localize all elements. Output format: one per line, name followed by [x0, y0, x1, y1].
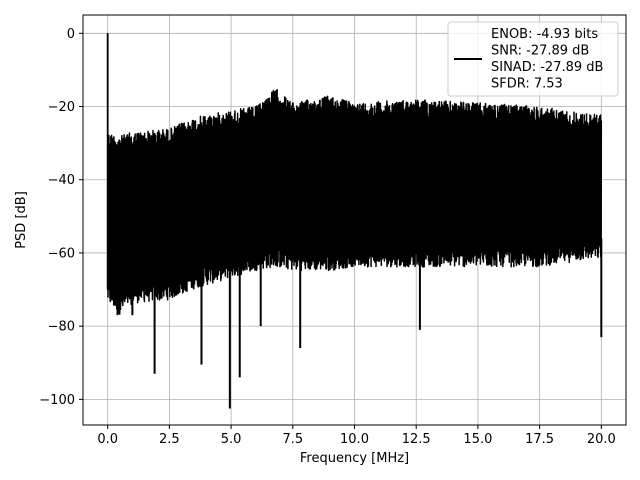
legend: ENOB: -4.93 bits SNR: -27.89 dB SINAD: -…: [447, 21, 619, 97]
y-tick-label: −20: [48, 100, 75, 115]
x-tick-label: 10.0: [340, 432, 369, 447]
x-axis-label: Frequency [MHz]: [300, 451, 409, 466]
legend-box: [447, 21, 619, 97]
psd-trace: [106, 33, 603, 315]
y-tick-label: 0: [67, 27, 75, 42]
x-axis-ticks: 0.0 2.5 5.0 7.5 10.0 12.5 15.0 17.5 20.0: [97, 425, 616, 447]
x-tick-label: 5.0: [221, 432, 242, 447]
legend-enob-text: ENOB: -4.93 bits: [491, 27, 598, 42]
psd-series: [106, 33, 603, 409]
legend-snr-text: SNR: -27.89 dB: [491, 44, 589, 59]
y-tick-label: −60: [48, 246, 75, 261]
legend-sinad-text: SINAD: -27.89 dB: [491, 60, 603, 75]
y-axis-label: PSD [dB]: [14, 191, 29, 249]
x-tick-label: 17.5: [525, 432, 554, 447]
legend-sfdr-text: SFDR: 7.53: [491, 77, 563, 92]
x-tick-label: 20.0: [587, 432, 616, 447]
x-tick-label: 2.5: [159, 432, 180, 447]
x-tick-label: 15.0: [463, 432, 492, 447]
x-tick-label: 12.5: [402, 432, 431, 447]
x-tick-label: 0.0: [97, 432, 118, 447]
y-tick-label: −80: [48, 320, 75, 335]
x-tick-label: 7.5: [282, 432, 303, 447]
y-tick-label: −40: [48, 173, 75, 188]
y-tick-label: −100: [39, 393, 75, 408]
y-axis-ticks: 0 −20 −40 −60 −80 −100: [39, 27, 83, 408]
